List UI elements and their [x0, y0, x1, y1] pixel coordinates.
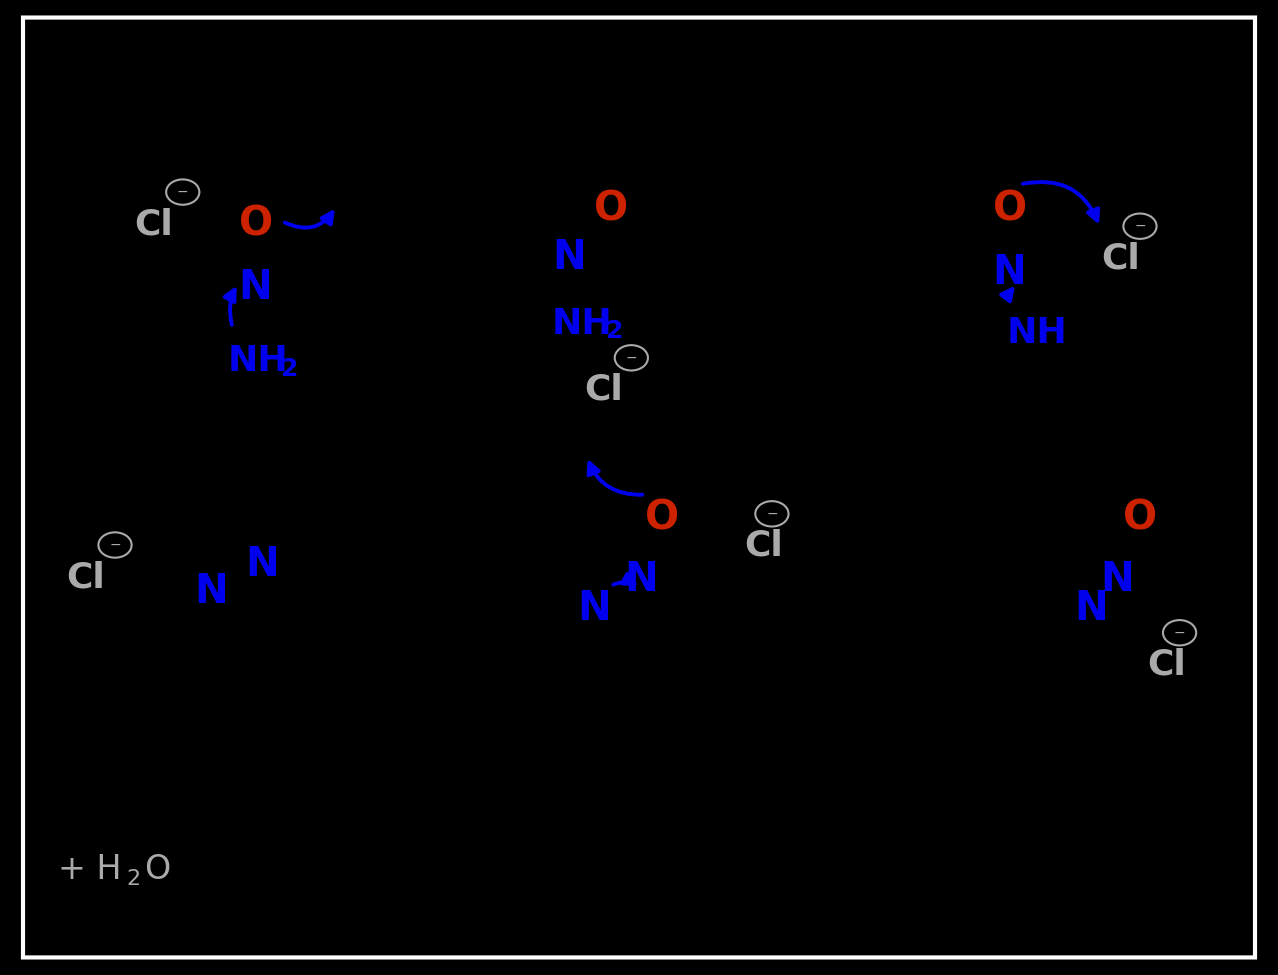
Text: O: O: [594, 189, 627, 230]
FancyArrowPatch shape: [1022, 182, 1098, 220]
Text: −: −: [109, 538, 121, 552]
Text: Cl: Cl: [1148, 648, 1186, 682]
FancyBboxPatch shape: [23, 18, 1255, 957]
Text: N: N: [993, 253, 1026, 293]
Text: 2: 2: [127, 870, 141, 889]
Text: −: −: [176, 185, 189, 199]
FancyArrowPatch shape: [588, 463, 643, 494]
Text: Cl: Cl: [66, 561, 105, 594]
Text: Cl: Cl: [744, 529, 782, 563]
FancyArrowPatch shape: [1001, 290, 1012, 301]
Text: −: −: [1173, 626, 1186, 640]
Text: N: N: [1075, 589, 1108, 630]
Text: 2: 2: [281, 357, 299, 380]
Text: −: −: [625, 351, 638, 365]
Text: −: −: [766, 507, 778, 521]
Text: O: O: [239, 204, 272, 245]
Text: N: N: [552, 238, 585, 279]
Text: 2: 2: [606, 320, 624, 343]
Text: O: O: [645, 498, 679, 539]
Text: N: N: [1100, 560, 1134, 601]
Text: NH: NH: [227, 344, 289, 377]
Text: N: N: [245, 545, 279, 586]
Text: N: N: [194, 571, 227, 612]
Text: + H: + H: [58, 853, 121, 886]
Text: −: −: [1134, 219, 1146, 233]
Text: N: N: [239, 267, 272, 308]
Text: NH: NH: [1007, 317, 1068, 350]
FancyArrowPatch shape: [285, 213, 332, 228]
Text: N: N: [625, 560, 658, 601]
Text: N: N: [578, 589, 611, 630]
Text: NH: NH: [552, 307, 613, 340]
Text: O: O: [144, 853, 171, 886]
FancyArrowPatch shape: [613, 574, 634, 585]
Text: Cl: Cl: [1102, 242, 1140, 275]
Text: O: O: [993, 189, 1026, 230]
Text: Cl: Cl: [134, 208, 173, 241]
Text: Cl: Cl: [584, 373, 622, 407]
Text: O: O: [1123, 498, 1157, 539]
FancyArrowPatch shape: [225, 290, 235, 325]
